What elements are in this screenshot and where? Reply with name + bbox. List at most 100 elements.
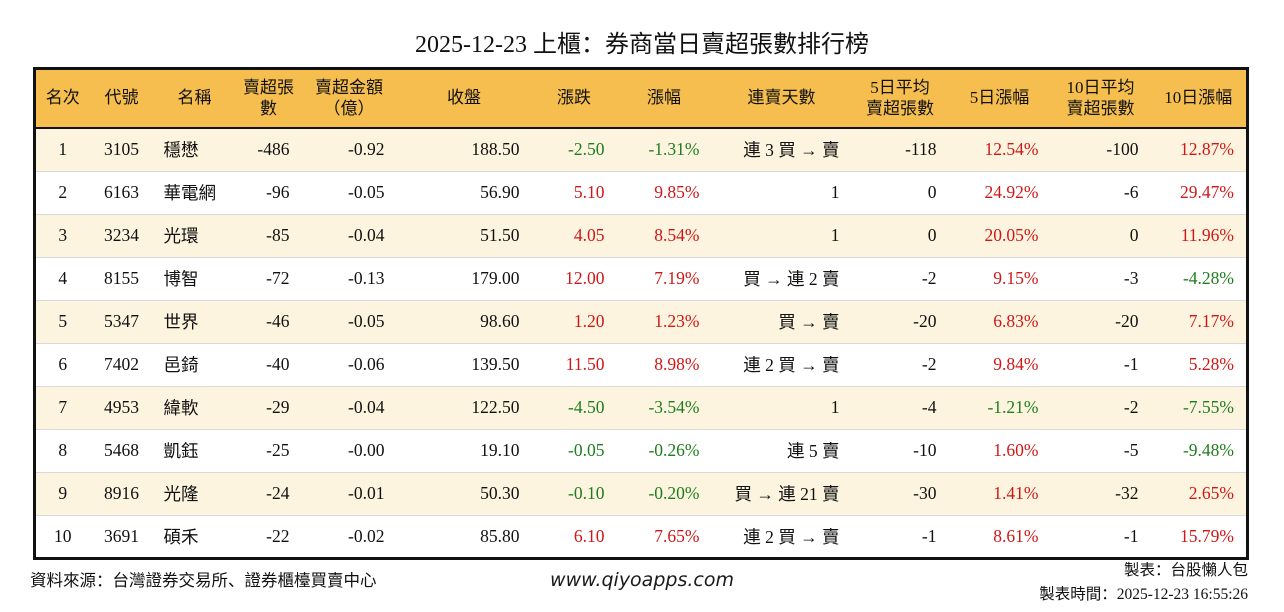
cell-avg5: -4	[851, 385, 949, 429]
cell-pct10: 29.47%	[1150, 170, 1248, 214]
cell-net-sell: -25	[235, 428, 302, 472]
cell-amount: -0.13	[301, 256, 397, 300]
cell-rank: 7	[34, 385, 90, 429]
cell-avg10: 0	[1050, 213, 1151, 257]
cell-change-pct: 8.98%	[616, 342, 712, 386]
cell-amount: -0.05	[301, 299, 397, 343]
cell-pct5: 8.61%	[948, 514, 1051, 558]
cell-change: 11.50	[531, 342, 617, 386]
cell-pct5: 1.41%	[948, 471, 1051, 515]
cell-rank: 8	[34, 428, 90, 472]
table-row: 2 6163 華電網 -96 -0.05 56.90 5.10 9.85% 1 0 24.92% -6…	[34, 170, 1248, 214]
cell-amount: -0.06	[301, 342, 397, 386]
cell-pct10: 5.28%	[1150, 342, 1248, 386]
cell-change-pct: 7.65%	[616, 514, 712, 558]
cell-amount: -0.04	[301, 213, 397, 257]
cell-streak: 連 5 賣	[711, 428, 852, 472]
table-row: 3 3234 光環 -85 -0.04 51.50 4.05 8.54% 1 0 20.05% 0 11…	[34, 213, 1248, 257]
column-header: 連賣天數	[711, 68, 852, 129]
cell-rank: 1	[58, 139, 68, 160]
cell-avg10: -3	[1050, 256, 1151, 300]
column-header: 5日平均 賣超張數	[851, 68, 949, 129]
header-row: 名次 代號 名稱 賣超張數 賣超金額 （億） 收盤 漲跌 漲幅 連賣天數 5日平均 賣超張數 5日漲…	[34, 68, 1248, 129]
cell-code: 3691	[89, 514, 154, 558]
cell-name: 世界	[153, 299, 236, 343]
table-row: 8 5468 凱鈺 -25 -0.00 19.10 -0.05 -0.26% 連 5 賣 -10 1…	[34, 428, 1248, 472]
cell-avg10: -2	[1050, 385, 1151, 429]
column-header: 賣超金額 （億）	[301, 68, 397, 129]
creator-note: 製表：台股懶人包	[1123, 562, 1248, 579]
cell-streak: 連 3 買 → 賣	[743, 140, 840, 161]
cell-close: 51.50	[396, 213, 532, 257]
column-header: 名次	[34, 68, 90, 129]
cell-change: 6.10	[531, 514, 617, 558]
cell-rank: 10	[34, 514, 90, 558]
column-header: 名稱	[153, 68, 236, 129]
cell-change: -0.10	[531, 471, 617, 515]
cell-pct10: 11.96%	[1150, 213, 1248, 257]
cell-code: 3105	[104, 139, 139, 160]
cell-streak: 1	[711, 170, 852, 214]
cell-amount: -0.05	[301, 170, 397, 214]
cell-net-sell: -24	[235, 471, 302, 515]
cell-avg5: -118	[905, 139, 937, 160]
cell-close: 139.50	[396, 342, 532, 386]
column-header: 賣超張數	[235, 68, 302, 129]
cell-pct10: 7.17%	[1150, 299, 1248, 343]
cell-pct5: 9.84%	[948, 342, 1051, 386]
cell-net-sell: -85	[235, 213, 302, 257]
table-row: 7 4953 緯軟 -29 -0.04 122.50 -4.50 -3.54% 1 -4 -1.21…	[34, 385, 1248, 429]
cell-close: 179.00	[396, 256, 532, 300]
cell-net-sell: -96	[235, 170, 302, 214]
cell-name: 光隆	[153, 471, 236, 515]
cell-name: 碩禾	[153, 514, 236, 558]
cell-net-sell: -486	[257, 139, 290, 160]
cell-avg5: -1	[851, 514, 949, 558]
cell-rank: 5	[34, 299, 90, 343]
cell-name: 光環	[153, 213, 236, 257]
cell-code: 5468	[89, 428, 154, 472]
cell-close: 19.10	[396, 428, 532, 472]
cell-change: 5.10	[531, 170, 617, 214]
cell-avg10: -100	[1106, 139, 1139, 160]
table-row: 9 8916 光隆 -24 -0.01 50.30 -0.10 -0.20% 買 → 連 21 …	[34, 471, 1248, 515]
cell-amount: -0.01	[301, 471, 397, 515]
column-header: 代號	[89, 68, 154, 129]
cell-code: 8916	[89, 471, 154, 515]
column-header: 5日漲幅	[948, 68, 1051, 129]
cell-change: -2.50	[568, 139, 605, 160]
table-header: 名次 代號 名稱 賣超張數 賣超金額 （億） 收盤 漲跌 漲幅 連賣天數 5日平均 賣超張數 5日漲…	[34, 68, 1248, 129]
cell-change: -0.05	[531, 428, 617, 472]
data-source-note: 資料來源：台灣證券交易所、證券櫃檯買賣中心	[30, 571, 377, 590]
credits-block: 製表：台股懶人包 製表時間：2025-12-23 16:55:26	[1039, 559, 1248, 607]
cell-pct5: 1.60%	[948, 428, 1051, 472]
cell-pct10: -7.55%	[1150, 385, 1248, 429]
table-body: 1 3105 穩懋 -486 -0.92 188.50 -2.50 -1.31% 連 3 買 →…	[34, 128, 1248, 558]
cell-change-pct: 1.23%	[616, 299, 712, 343]
cell-close: 50.30	[396, 471, 532, 515]
cell-change: 4.05	[531, 213, 617, 257]
cell-close: 122.50	[396, 385, 532, 429]
cell-amount: -0.00	[301, 428, 397, 472]
table-row: 1 3105 穩懋 -486 -0.92 188.50 -2.50 -1.31% 連 3 買 →…	[34, 128, 1248, 171]
cell-change-pct: 7.19%	[616, 256, 712, 300]
cell-pct5: 20.05%	[948, 213, 1051, 257]
cell-amount: -0.04	[301, 385, 397, 429]
cell-avg10: -5	[1050, 428, 1151, 472]
cell-streak: 1	[711, 213, 852, 257]
cell-pct5: -1.21%	[948, 385, 1051, 429]
cell-change-pct: 9.85%	[616, 170, 712, 214]
table-row: 4 8155 博智 -72 -0.13 179.00 12.00 7.19% 買 → 連 2 賣…	[34, 256, 1248, 300]
cell-change-pct: -1.31%	[648, 139, 700, 160]
cell-change-pct: -0.26%	[616, 428, 712, 472]
cell-change-pct: 8.54%	[616, 213, 712, 257]
table-row: 6 7402 邑錡 -40 -0.06 139.50 11.50 8.98% 連 2 買 → 賣…	[34, 342, 1248, 386]
generated-time-note: 製表時間：2025-12-23 16:55:26	[1039, 586, 1248, 604]
cell-name: 穩懋	[163, 140, 199, 161]
cell-name: 緯軟	[153, 385, 236, 429]
cell-close: 85.80	[396, 514, 532, 558]
cell-avg5: 0	[851, 170, 949, 214]
cell-avg5: -20	[851, 299, 949, 343]
column-header: 收盤	[396, 68, 532, 129]
